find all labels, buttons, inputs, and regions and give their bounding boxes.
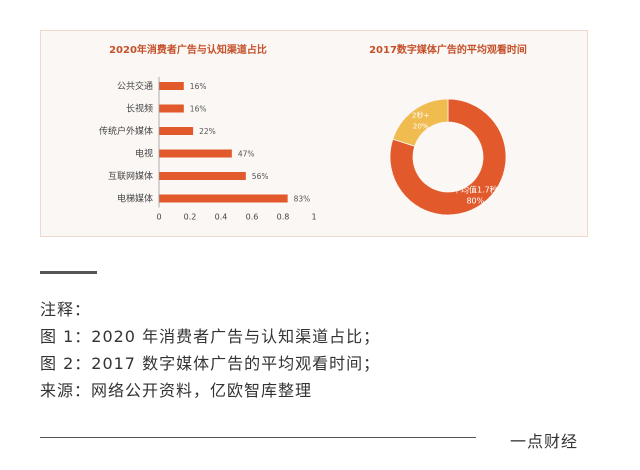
figure-panel: 2020年消费者广告与认知渠道占比 公共交通 16% 长视频 16% 传统户外媒体 22%…	[40, 30, 588, 237]
charts-canvas: 2020年消费者广告与认知渠道占比 公共交通 16% 长视频 16% 传统户外媒体 22%…	[99, 43, 527, 222]
bar	[159, 127, 194, 135]
note-line-1: 图 1：2020 年消费者广告与认知渠道占比；	[40, 327, 381, 346]
bar-value-label: 16%	[190, 82, 207, 91]
bar-value-label: 16%	[190, 105, 207, 114]
bar	[159, 82, 184, 90]
footer-divider	[40, 437, 476, 438]
slice-percent-label: 80%	[466, 197, 484, 206]
x-tick-label: 0.4	[215, 213, 228, 222]
bar-chart: 公共交通 16% 长视频 16% 传统户外媒体 22% 电视 47% 互联网媒体 56% 电梯媒体 8…	[99, 77, 317, 222]
bar	[159, 172, 246, 180]
note-line-3: 来源：网络公开资料，亿欧智库整理	[40, 381, 313, 400]
bar-chart-title: 2020年消费者广告与认知渠道占比	[109, 43, 267, 56]
category-label: 电梯媒体	[117, 193, 153, 205]
note-line-2: 图 2：2017 数字媒体广告的平均观看时间；	[40, 354, 381, 373]
x-tick-label: 0	[156, 213, 161, 222]
category-label: 公共交通	[117, 80, 153, 92]
slice-label: 2秒+	[412, 110, 429, 119]
category-label: 电视	[135, 148, 153, 160]
donut-slice	[389, 98, 507, 216]
category-label: 传统户外媒体	[99, 125, 153, 137]
x-tick-label: 0.6	[246, 213, 259, 222]
bar-value-label: 83%	[294, 195, 311, 204]
notes-block: 注释： 图 1：2020 年消费者广告与认知渠道占比； 图 2：2017 数字媒…	[40, 296, 380, 404]
section-divider-short	[40, 271, 97, 274]
x-tick-label: 0.8	[277, 213, 290, 222]
category-label: 长视频	[126, 103, 153, 115]
bar-value-label: 22%	[199, 127, 216, 136]
bar-value-label: 56%	[252, 172, 269, 181]
donut-chart: 平均值1.7秒 80% 2秒+ 20%	[389, 98, 507, 216]
bar	[159, 104, 184, 113]
brand-name: 一点财经	[510, 432, 579, 451]
notes-heading: 注释：	[40, 300, 92, 319]
slice-percent-label: 20%	[413, 122, 429, 130]
bar-value-label: 47%	[238, 150, 255, 159]
x-tick-label: 1	[311, 213, 316, 222]
category-label: 互联网媒体	[108, 170, 153, 182]
x-tick-label: 0.2	[184, 213, 197, 222]
donut-chart-title: 2017数字媒体广告的平均观看时间	[369, 43, 527, 56]
bar	[159, 149, 232, 158]
donut-slice	[392, 98, 449, 147]
slice-label: 平均值1.7秒	[453, 185, 498, 195]
bar	[159, 194, 288, 203]
